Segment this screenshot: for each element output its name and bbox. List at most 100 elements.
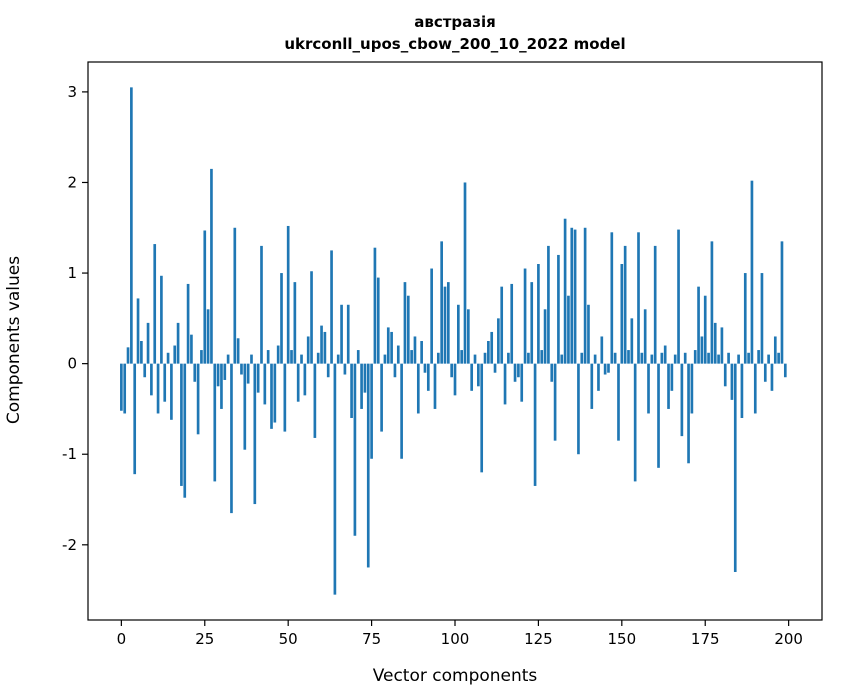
x-tick-label: 25 — [195, 630, 214, 648]
bar — [230, 363, 233, 514]
bar — [763, 363, 767, 382]
bar — [313, 363, 317, 438]
bar — [146, 322, 150, 364]
bar — [710, 241, 714, 364]
bar — [433, 363, 437, 409]
chart-title-block: австразія ukrconll_upos_cbow_200_10_2022… — [88, 12, 822, 56]
x-axis-label: Vector components — [372, 666, 538, 686]
x-tick-label: 50 — [279, 630, 298, 648]
bar — [683, 352, 687, 364]
bar — [300, 354, 303, 364]
bar — [166, 352, 170, 364]
bar — [583, 227, 587, 364]
bar — [366, 363, 370, 568]
x-tick-label: 0 — [117, 630, 127, 648]
bar — [290, 350, 293, 364]
bar — [757, 350, 760, 364]
bar — [680, 363, 684, 437]
bar — [703, 295, 707, 364]
bar — [390, 331, 393, 364]
bar — [480, 363, 484, 473]
bar — [623, 245, 627, 364]
bar — [550, 363, 554, 382]
bar — [717, 354, 720, 364]
bar — [356, 350, 360, 364]
bar — [383, 354, 387, 364]
bar — [487, 341, 490, 364]
bar — [413, 336, 417, 364]
bar — [400, 363, 403, 459]
bar — [613, 352, 617, 364]
bar — [343, 363, 347, 375]
bar — [216, 363, 220, 387]
bar — [153, 244, 157, 364]
bar — [610, 232, 614, 364]
bar — [393, 363, 397, 378]
bar — [620, 264, 624, 364]
bar — [203, 230, 207, 364]
bar — [573, 229, 577, 364]
bar — [323, 331, 327, 364]
bar — [380, 363, 383, 432]
bar — [543, 309, 547, 364]
bar — [637, 232, 640, 364]
bar — [220, 363, 223, 409]
bar — [173, 345, 177, 364]
bar — [143, 363, 147, 378]
bar — [460, 350, 464, 364]
bar — [457, 304, 460, 364]
bar — [303, 363, 307, 396]
bar — [296, 363, 300, 402]
bar — [527, 352, 530, 364]
bar — [533, 363, 537, 486]
bar — [193, 363, 197, 382]
bar — [697, 286, 700, 364]
bar — [633, 363, 637, 482]
bar — [280, 273, 283, 364]
bar — [150, 363, 153, 396]
bar — [577, 363, 580, 455]
bar — [410, 350, 413, 364]
y-tick-label: 3 — [67, 83, 77, 101]
bar — [250, 354, 253, 364]
bar — [183, 363, 187, 498]
bar — [630, 318, 634, 364]
bar — [306, 336, 310, 364]
bar — [653, 245, 657, 364]
y-tick-label: 1 — [67, 264, 77, 282]
bar — [426, 363, 430, 391]
bar — [570, 227, 574, 364]
bar — [360, 363, 363, 409]
bar — [436, 352, 440, 364]
bar — [510, 283, 514, 364]
bar — [477, 363, 480, 387]
bar — [120, 363, 123, 411]
bar — [657, 363, 660, 468]
y-tick-label: -1 — [62, 445, 77, 463]
bar — [497, 318, 500, 364]
bar — [547, 245, 550, 364]
bar — [226, 354, 230, 364]
bar — [160, 275, 163, 364]
bar — [163, 363, 167, 402]
bar — [753, 363, 757, 414]
bar — [350, 363, 353, 418]
bar — [333, 363, 337, 595]
bar — [500, 286, 504, 364]
bar — [170, 363, 173, 420]
bar — [593, 354, 597, 364]
bar — [440, 241, 443, 364]
bar — [243, 363, 247, 450]
bar — [490, 331, 494, 364]
bar — [707, 352, 710, 364]
bar — [750, 180, 754, 364]
bar — [580, 352, 584, 364]
y-tick-label: -2 — [62, 536, 77, 554]
bar — [196, 363, 200, 435]
bar — [310, 271, 313, 364]
bar — [236, 338, 240, 364]
bar — [503, 363, 507, 405]
bar — [590, 363, 594, 409]
bar — [403, 282, 407, 364]
